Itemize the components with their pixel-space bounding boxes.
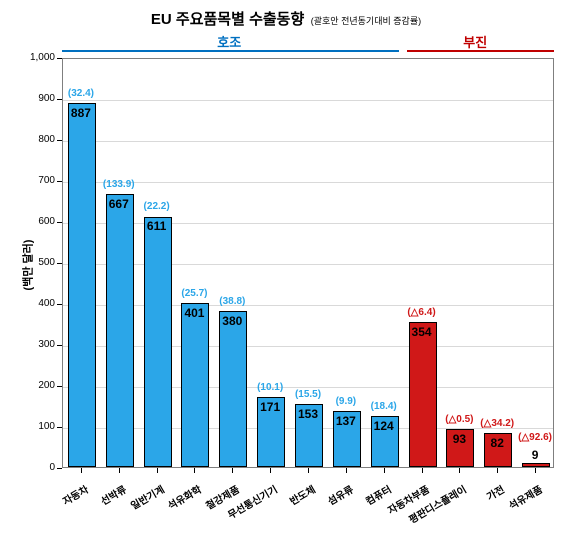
bar-change-label: (22.2) [132,201,182,212]
y-tick [57,345,62,346]
y-tick-label: 800 [15,134,55,145]
y-tick-label: 700 [15,175,55,186]
y-tick-label: 100 [15,421,55,432]
y-tick [57,427,62,428]
y-tick-label: 400 [15,298,55,309]
bar-change-label: (△92.6) [510,432,560,443]
y-tick-label: 1,000 [15,52,55,63]
gridline [63,305,553,306]
bar-change-label: (△34.2) [472,418,522,429]
bar [144,217,172,468]
bar-value-label: 354 [403,325,441,339]
x-tick [422,468,423,473]
x-tick [535,468,536,473]
x-tick [497,468,498,473]
bar-change-label: (133.9) [94,179,144,190]
y-tick [57,58,62,59]
gridline [63,100,553,101]
x-tick [194,468,195,473]
bar [219,311,247,467]
bar-value-label: 9 [516,448,554,462]
chart-title: EU 주요품목별 수출동향 [151,11,304,28]
bar [409,322,437,467]
y-tick-label: 200 [15,380,55,391]
bar [106,194,134,467]
y-tick [57,181,62,182]
gridline [63,223,553,224]
gridline [63,346,553,347]
x-tick [232,468,233,473]
chart-title-row: EU 주요품목별 수출동향 (괄호안 전년동기대비 증감률) [0,8,572,29]
x-tick [270,468,271,473]
x-tick [308,468,309,473]
y-tick [57,304,62,305]
y-tick-label: 0 [15,462,55,473]
y-tick [57,386,62,387]
y-tick [57,140,62,141]
bar [68,103,96,467]
section-bad-label: 부진 [463,32,487,51]
gridline [63,387,553,388]
x-tick [119,468,120,473]
bar-value-label: 887 [62,106,100,120]
bar-change-label: (△6.4) [397,307,447,318]
bar-value-label: 124 [365,419,403,433]
y-tick [57,222,62,223]
x-tick [459,468,460,473]
y-tick-label: 900 [15,93,55,104]
y-tick [57,263,62,264]
x-tick [384,468,385,473]
gridline [63,141,553,142]
bar-change-label: (38.8) [207,296,257,307]
gridline [63,264,553,265]
bar-change-label: (18.4) [359,401,409,412]
y-tick-label: 500 [15,257,55,268]
bar [181,303,209,467]
y-tick-label: 300 [15,339,55,350]
bar-value-label: 153 [289,407,327,421]
y-tick-label: 600 [15,216,55,227]
section-good-label: 호조 [217,32,241,51]
x-tick [81,468,82,473]
bar-value-label: 137 [327,414,365,428]
x-tick [346,468,347,473]
bar [522,463,550,467]
bar-value-label: 93 [440,432,478,446]
y-tick [57,468,62,469]
bar-value-label: 401 [175,306,213,320]
section-labels: 호조 부진 [0,32,572,52]
bar-change-label: (32.4) [56,88,106,99]
bar-value-label: 611 [138,219,176,233]
bar-value-label: 380 [213,314,251,328]
chart-subtitle: (괄호안 전년동기대비 증감률) [311,16,421,26]
bar-value-label: 171 [251,400,289,414]
x-tick [157,468,158,473]
